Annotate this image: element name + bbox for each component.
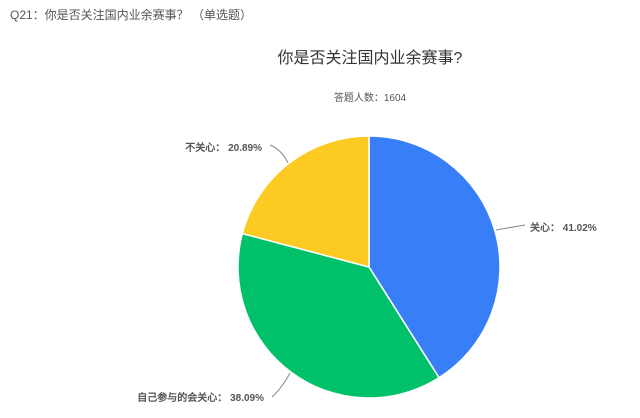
- leader-line: [495, 224, 526, 231]
- question-label: Q21：你是否关注国内业余赛事？ （单选题）: [10, 8, 253, 22]
- leader-line: [269, 144, 289, 164]
- slice-label: 不关心： 20.89%: [185, 141, 262, 154]
- slice-label: 关心： 41.02%: [530, 221, 597, 234]
- chart-subtitle: 答题人数：1604: [333, 93, 407, 104]
- pie-slice-0: [368, 135, 501, 379]
- slice-label: 自己参与的会关心： 38.09%: [137, 391, 264, 404]
- leader-line: [271, 372, 291, 398]
- chart-title: 你是否关注国内业余赛事?: [277, 50, 463, 67]
- pie-slice-2: [241, 135, 370, 268]
- pie-slice-1: [237, 232, 441, 399]
